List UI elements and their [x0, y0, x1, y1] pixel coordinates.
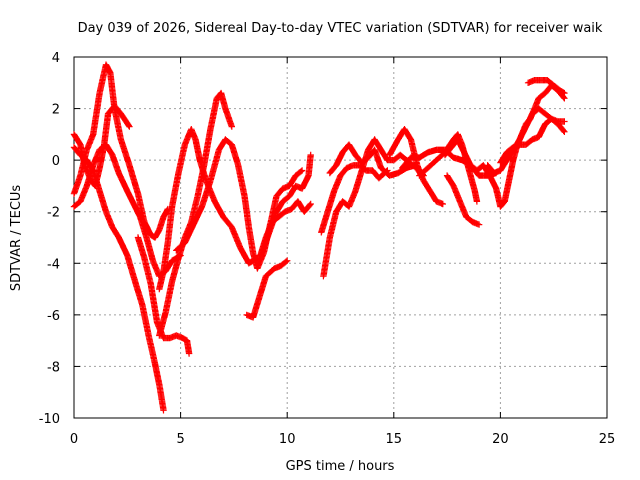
y-axis-label: SDTVAR / TECUs	[9, 185, 24, 292]
series-track-1	[70, 61, 171, 241]
y-tick-label: -6	[47, 309, 60, 324]
y-tick-label: 2	[52, 103, 60, 118]
data-point-markers	[497, 115, 568, 166]
data-point-markers	[443, 172, 483, 228]
x-axis-label: GPS time / hours	[286, 459, 395, 474]
y-tick-label: -10	[39, 412, 60, 427]
data-point-markers	[243, 257, 291, 321]
series-track-20	[484, 105, 568, 177]
y-tick-label: -8	[47, 360, 60, 375]
tick-marks	[73, 56, 608, 419]
data-point-markers	[326, 141, 425, 179]
y-tick-labels: -10 -8 -6 -4 -2 0 2 4	[39, 51, 60, 427]
series-track-22	[524, 77, 568, 97]
series-track-18	[443, 172, 483, 228]
y-tick-label: -4	[47, 257, 60, 272]
x-tick-label: 0	[70, 432, 78, 447]
plot-frame	[73, 56, 608, 419]
series-track-11	[256, 198, 314, 262]
data-marks	[70, 61, 568, 414]
y-tick-label: 4	[52, 51, 60, 66]
data-point-markers	[318, 162, 391, 236]
y-tick-label: 0	[52, 154, 60, 169]
data-point-markers	[320, 136, 427, 280]
series-track-14	[326, 141, 425, 179]
series-track-21	[497, 115, 568, 166]
data-point-markers	[70, 61, 171, 241]
data-point-markers	[256, 198, 314, 262]
x-tick-label: 10	[279, 432, 296, 447]
data-point-markers	[156, 126, 261, 293]
x-tick-label: 20	[492, 432, 509, 447]
data-point-markers	[524, 77, 568, 97]
series-track-13	[320, 136, 427, 280]
x-tick-labels: 0 5 10 15 20 25	[70, 432, 615, 447]
y-tick-label: -2	[47, 206, 60, 221]
series-track-19	[441, 82, 568, 210]
series-track-9	[243, 257, 291, 321]
data-point-markers	[441, 82, 568, 210]
chart-title: Day 039 of 2026, Sidereal Day-to-day VTE…	[78, 21, 603, 36]
x-tick-label: 15	[386, 432, 403, 447]
x-tick-label: 5	[176, 432, 184, 447]
series-track-15	[386, 126, 446, 208]
series-track-12	[318, 162, 391, 236]
x-tick-label: 25	[599, 432, 616, 447]
data-point-markers	[386, 126, 446, 208]
data-point-markers	[484, 105, 568, 177]
series-track-6	[156, 126, 261, 293]
